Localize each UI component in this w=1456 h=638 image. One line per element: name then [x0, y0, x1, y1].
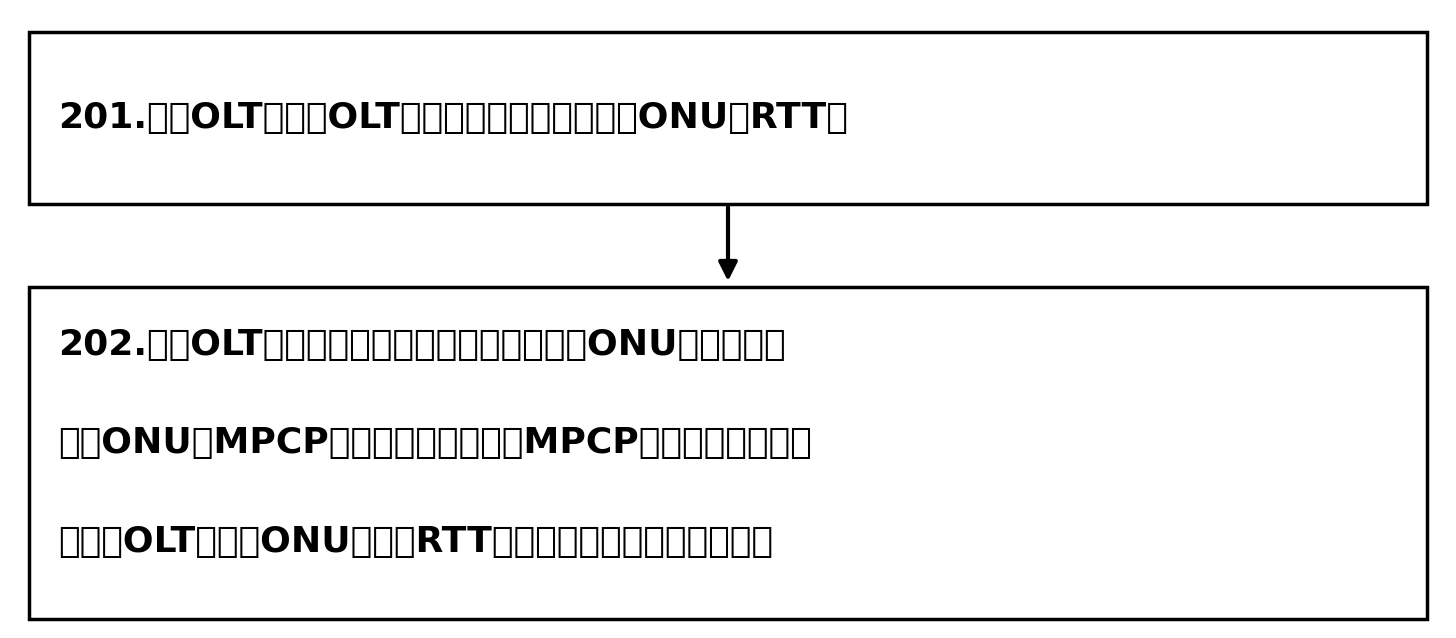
- Text: 基准ONU的MPCP协议帧后，根据所述MPCP协议帧中的时间戳: 基准ONU的MPCP协议帧后，根据所述MPCP协议帧中的时间戳: [58, 426, 812, 461]
- Text: 201.主用OLT向备用OLT同步发送自身与所有在线ONU的RTT值: 201.主用OLT向备用OLT同步发送自身与所有在线ONU的RTT值: [58, 101, 847, 135]
- Text: 202.备用OLT启动本地时间戳计数器，选择基准ONU，在接收到: 202.备用OLT启动本地时间戳计数器，选择基准ONU，在接收到: [58, 327, 786, 362]
- Bar: [29, 287, 1427, 619]
- Text: 和主用OLT与基准ONU的最新RTT值设置本地时间戳计数器的值: 和主用OLT与基准ONU的最新RTT值设置本地时间戳计数器的值: [58, 525, 773, 560]
- Bar: [29, 32, 1427, 204]
